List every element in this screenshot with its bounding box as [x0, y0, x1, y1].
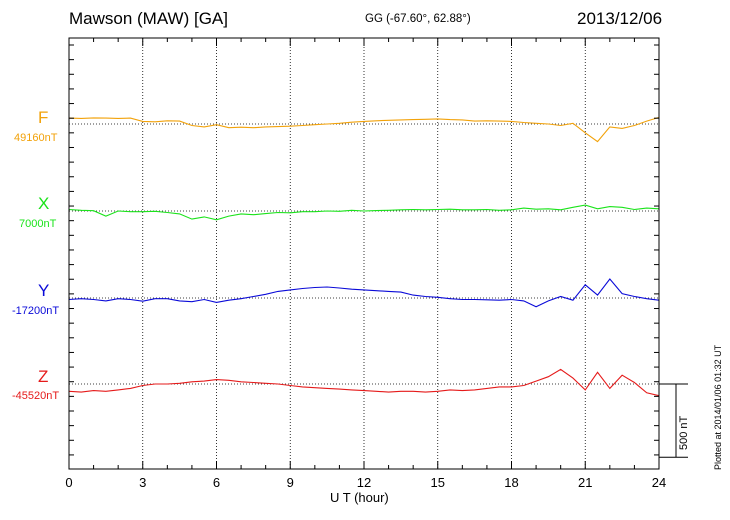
- series-baseline-f: 49160nT: [14, 132, 58, 144]
- x-tick-label: 0: [65, 475, 72, 490]
- x-tick-label: 21: [578, 475, 592, 490]
- series-letter-x: X: [38, 194, 50, 213]
- x-axis-label: U T (hour): [330, 490, 389, 505]
- series-line-z: [68, 368, 660, 397]
- plotted-timestamp: Plotted at 2014/01/06 01:32 UT: [713, 344, 723, 470]
- x-tick-label: 6: [213, 475, 220, 490]
- station-coordinates: GG (-67.60°, 62.88°): [365, 13, 471, 25]
- series-baseline-z: -45520nT: [12, 390, 60, 402]
- scale-bar-label: 500 nT: [678, 415, 690, 450]
- series-line-y: [68, 278, 660, 308]
- series-baseline-x: 7000nT: [19, 218, 57, 230]
- chart-title: Mawson (MAW) [GA]: [69, 9, 228, 28]
- series-line-f: [68, 116, 660, 143]
- x-tick-label: 18: [504, 475, 518, 490]
- series-letter-f: F: [38, 108, 49, 127]
- x-tick-label: 9: [287, 475, 294, 490]
- x-tick-label: 12: [357, 475, 371, 490]
- series-line-x: [68, 204, 660, 221]
- x-tick-label: 3: [139, 475, 146, 490]
- series-letter-z: Z: [38, 367, 49, 386]
- x-tick-label: 15: [431, 475, 445, 490]
- x-tick-label: 24: [652, 475, 666, 490]
- series-letter-y: Y: [38, 281, 50, 300]
- series-baseline-y: -17200nT: [12, 305, 60, 317]
- chart-date: 2013/12/06: [577, 9, 663, 28]
